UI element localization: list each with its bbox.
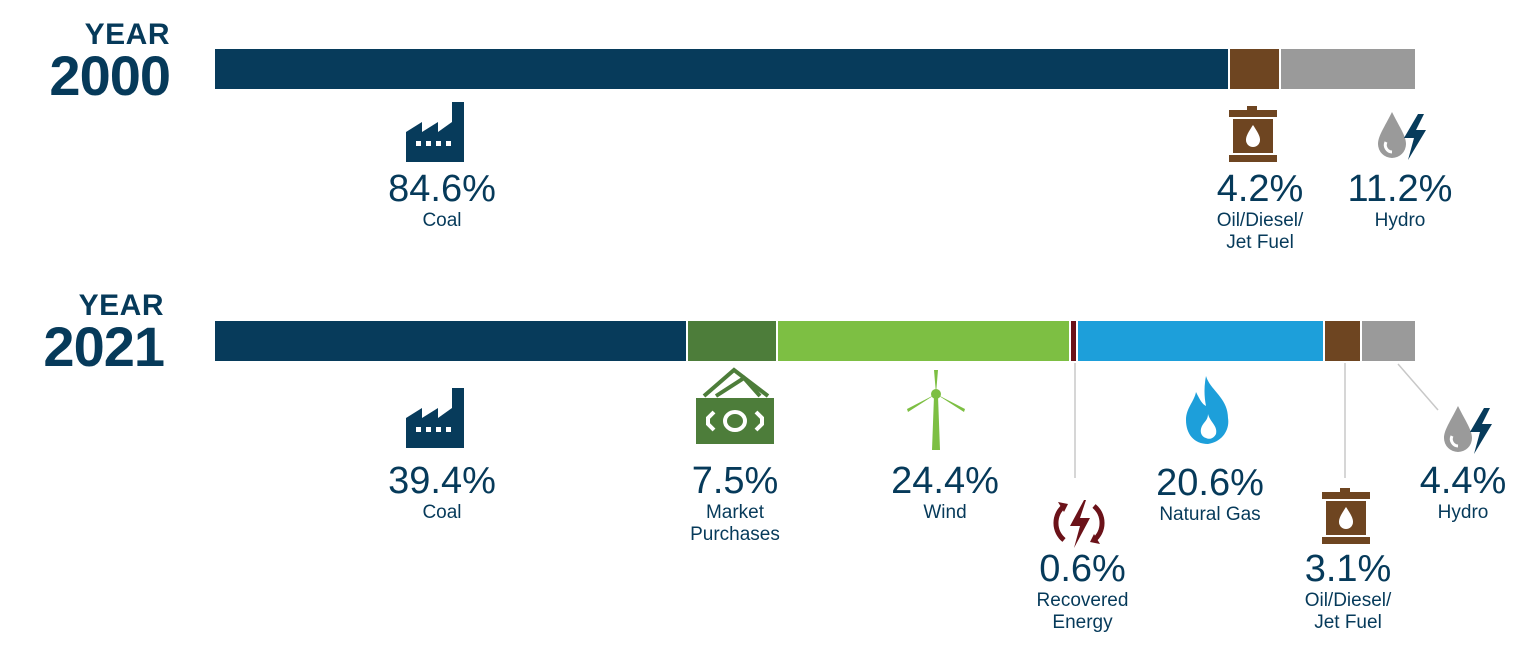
value-label: 24.4% (891, 460, 999, 502)
bar-segment-hydro (1280, 49, 1415, 89)
recovered-energy-icon (1053, 500, 1105, 548)
label-2000-hydro: 11.2% Hydro (1320, 168, 1480, 232)
oil-barrel-icon (1322, 488, 1370, 544)
category-label: Oil/Diesel/ Jet Fuel (1304, 590, 1392, 633)
flame-icon (1186, 376, 1229, 444)
value-label: 39.4% (388, 460, 496, 502)
category-label: Market Purchases (690, 502, 780, 545)
money-bills-icon (696, 367, 774, 444)
wind-turbine-icon (907, 370, 965, 450)
category-label: Natural Gas (1159, 504, 1261, 525)
factory-icon (406, 388, 464, 448)
bar-segment-wind (777, 321, 1071, 361)
label-2000-coal: 84.6% Coal (342, 168, 542, 232)
year-number: 2000 (49, 44, 171, 107)
bar-segment-oil (1230, 49, 1281, 89)
label-2021-hydro: 4.4% Hydro (1398, 460, 1528, 524)
bar-segment-coal (215, 49, 1231, 89)
value-label: 7.5% (691, 460, 779, 502)
year-2021-label: YEAR 2021 (0, 289, 165, 378)
hydro-drop-bolt-icon (1444, 406, 1492, 454)
bar-segment-hydro (1362, 321, 1415, 361)
bar-segment-market (687, 321, 778, 361)
category-label: Oil/Diesel/ Jet Fuel (1216, 210, 1304, 253)
value-label: 4.2% (1216, 168, 1304, 210)
oil-barrel-icon (1229, 106, 1277, 162)
category-label: Hydro (1374, 210, 1426, 231)
value-label: 11.2% (1347, 168, 1453, 210)
label-2021-oil: 3.1% Oil/Diesel/ Jet Fuel (1268, 548, 1428, 634)
value-label: 0.6% (1039, 548, 1126, 590)
year-2000-label: YEAR 2000 (0, 18, 171, 107)
bar-segment-recovered (1070, 321, 1078, 361)
leader-line-hydro (1397, 363, 1439, 411)
label-2000-oil: 4.2% Oil/Diesel/ Jet Fuel (1170, 168, 1350, 254)
bar-segment-oil (1324, 321, 1363, 361)
bar-2021 (215, 321, 1415, 361)
year-number: 2021 (43, 315, 165, 378)
label-2021-coal: 39.4% Coal (342, 460, 542, 524)
hydro-drop-bolt-icon (1378, 112, 1426, 160)
category-label: Coal (422, 210, 462, 231)
year-word: YEAR (78, 289, 164, 322)
label-2021-gas: 20.6% Natural Gas (1120, 462, 1300, 526)
bar-2000 (215, 49, 1415, 89)
category-label: Wind (923, 502, 967, 523)
factory-icon (406, 102, 464, 162)
value-label: 84.6% (388, 168, 496, 210)
label-2021-recovered: 0.6% Recovered Energy (1000, 548, 1165, 634)
category-label: Hydro (1437, 502, 1489, 523)
value-label: 20.6% (1156, 462, 1264, 504)
category-label: Recovered Energy (1036, 590, 1129, 633)
bar-segment-coal (215, 321, 688, 361)
year-word: YEAR (84, 18, 170, 51)
category-label: Coal (422, 502, 462, 523)
label-2021-market: 7.5% Market Purchases (640, 460, 830, 546)
bar-segment-gas (1077, 321, 1325, 361)
value-label: 3.1% (1304, 548, 1392, 590)
value-label: 4.4% (1419, 460, 1507, 502)
label-2021-wind: 24.4% Wind (845, 460, 1045, 524)
